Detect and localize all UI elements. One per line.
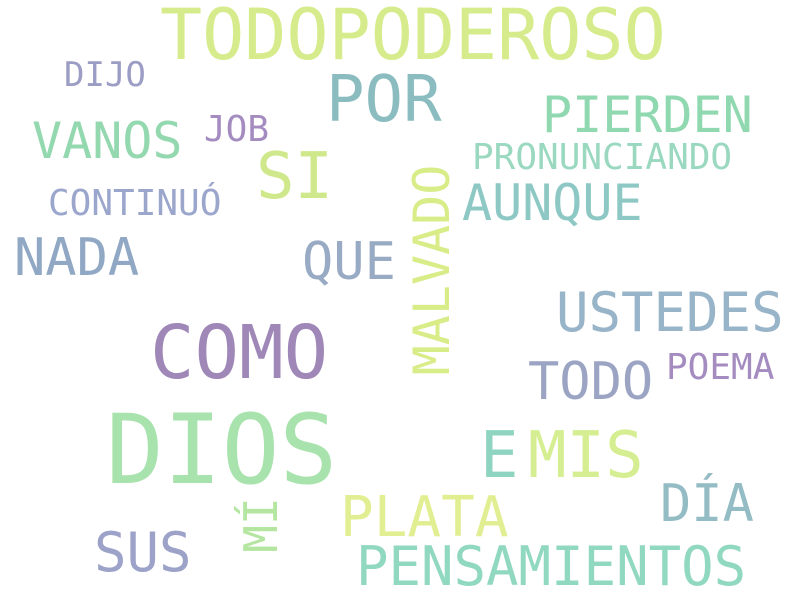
word-dijo: DIJO bbox=[64, 55, 146, 95]
word-si: SI bbox=[256, 140, 334, 214]
word-dios: DIOS bbox=[106, 394, 338, 506]
word-como: COMO bbox=[150, 310, 329, 396]
word-que: QUE bbox=[302, 232, 396, 292]
word-mi: MÍ bbox=[234, 497, 288, 553]
word-plata: PLATA bbox=[340, 485, 509, 550]
word-todo: TODO bbox=[528, 352, 654, 412]
word-pronunciando: PRONUNCIANDO bbox=[472, 137, 733, 178]
word-sus: SUS bbox=[94, 521, 192, 584]
word-pensamientos: PENSAMIENTOS bbox=[356, 535, 747, 598]
word-e: E bbox=[480, 419, 519, 493]
word-mis: MIS bbox=[528, 419, 644, 493]
word-poema: POEMA bbox=[666, 347, 775, 388]
word-dia: DÍA bbox=[660, 474, 754, 534]
word-aunque: AUNQUE bbox=[462, 174, 643, 232]
word-nada: NADA bbox=[14, 228, 140, 288]
word-pierden: PIERDEN bbox=[542, 86, 753, 144]
word-malvado: MALVADO bbox=[403, 164, 461, 376]
word-ustedes: USTEDES bbox=[556, 281, 784, 344]
word-vanos: VANOS bbox=[32, 112, 183, 170]
word-por: POR bbox=[326, 63, 442, 137]
word-todopoderoso: TODOPODEROSO bbox=[160, 0, 666, 76]
word-continuo: CONTINUÓ bbox=[48, 183, 222, 224]
word-job: JOB bbox=[204, 109, 270, 150]
